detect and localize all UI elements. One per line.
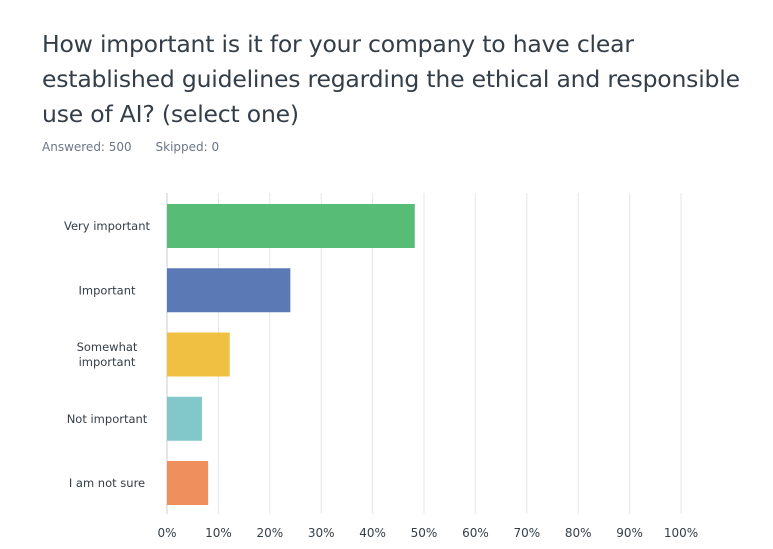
x-tick-label: 10% — [205, 526, 232, 540]
answered-count: Answered: 500 — [42, 140, 132, 154]
x-tick-label: 90% — [616, 526, 643, 540]
category-label: I am not sure — [69, 476, 145, 490]
x-tick-label: 40% — [359, 526, 386, 540]
x-tick-label: 0% — [157, 526, 176, 540]
question-title: How important is it for your company to … — [42, 30, 740, 128]
skipped-count: Skipped: 0 — [155, 140, 220, 154]
x-tick-label: 60% — [462, 526, 489, 540]
category-label: Not important — [67, 412, 148, 426]
category-labels: Very important Important Somewhat important… — [64, 219, 151, 490]
bar — [167, 461, 209, 505]
x-tick-label: 20% — [256, 526, 283, 540]
response-stats: Answered: 500 Skipped: 0 — [42, 140, 219, 154]
category-label: Important — [78, 283, 136, 297]
x-tick-label: 70% — [513, 526, 540, 540]
bar — [167, 204, 415, 248]
bars — [167, 204, 415, 505]
bar — [167, 332, 230, 377]
x-tick-label: 80% — [565, 526, 592, 540]
bar — [167, 268, 291, 313]
x-tick-label: 50% — [411, 526, 438, 540]
x-tick-label: 100% — [664, 526, 698, 540]
x-tick-label: 30% — [308, 526, 335, 540]
category-label: Very important — [64, 219, 151, 233]
bar — [167, 396, 202, 441]
category-label: Somewhat important — [77, 340, 138, 369]
x-tick-labels: 0% 10% 20% 30% 40% 50% 60% 70% 80% 90% 100% — [157, 526, 698, 540]
